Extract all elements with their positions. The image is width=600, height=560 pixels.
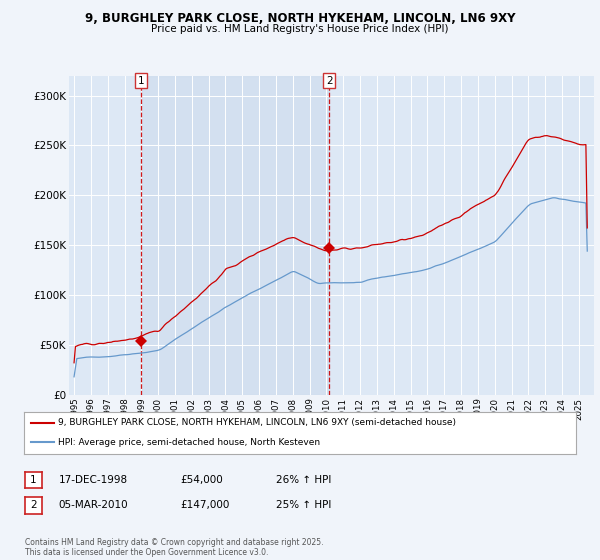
Text: 17-DEC-1998: 17-DEC-1998: [59, 475, 128, 485]
Text: £54,000: £54,000: [180, 475, 223, 485]
Text: Price paid vs. HM Land Registry's House Price Index (HPI): Price paid vs. HM Land Registry's House …: [151, 24, 449, 34]
Text: 2: 2: [30, 500, 37, 510]
Text: 1: 1: [137, 76, 144, 86]
Text: 25% ↑ HPI: 25% ↑ HPI: [276, 500, 331, 510]
Text: 26% ↑ HPI: 26% ↑ HPI: [276, 475, 331, 485]
Text: 9, BURGHLEY PARK CLOSE, NORTH HYKEHAM, LINCOLN, LN6 9XY: 9, BURGHLEY PARK CLOSE, NORTH HYKEHAM, L…: [85, 12, 515, 25]
Text: 9, BURGHLEY PARK CLOSE, NORTH HYKEHAM, LINCOLN, LN6 9XY (semi-detached house): 9, BURGHLEY PARK CLOSE, NORTH HYKEHAM, L…: [58, 418, 456, 427]
Text: 05-MAR-2010: 05-MAR-2010: [59, 500, 128, 510]
Text: £147,000: £147,000: [180, 500, 229, 510]
Text: 1: 1: [30, 475, 37, 485]
Bar: [140, 76, 329, 395]
Text: Contains HM Land Registry data © Crown copyright and database right 2025.
This d: Contains HM Land Registry data © Crown c…: [25, 538, 324, 557]
Text: 2: 2: [326, 76, 332, 86]
Text: HPI: Average price, semi-detached house, North Kesteven: HPI: Average price, semi-detached house,…: [58, 438, 320, 447]
